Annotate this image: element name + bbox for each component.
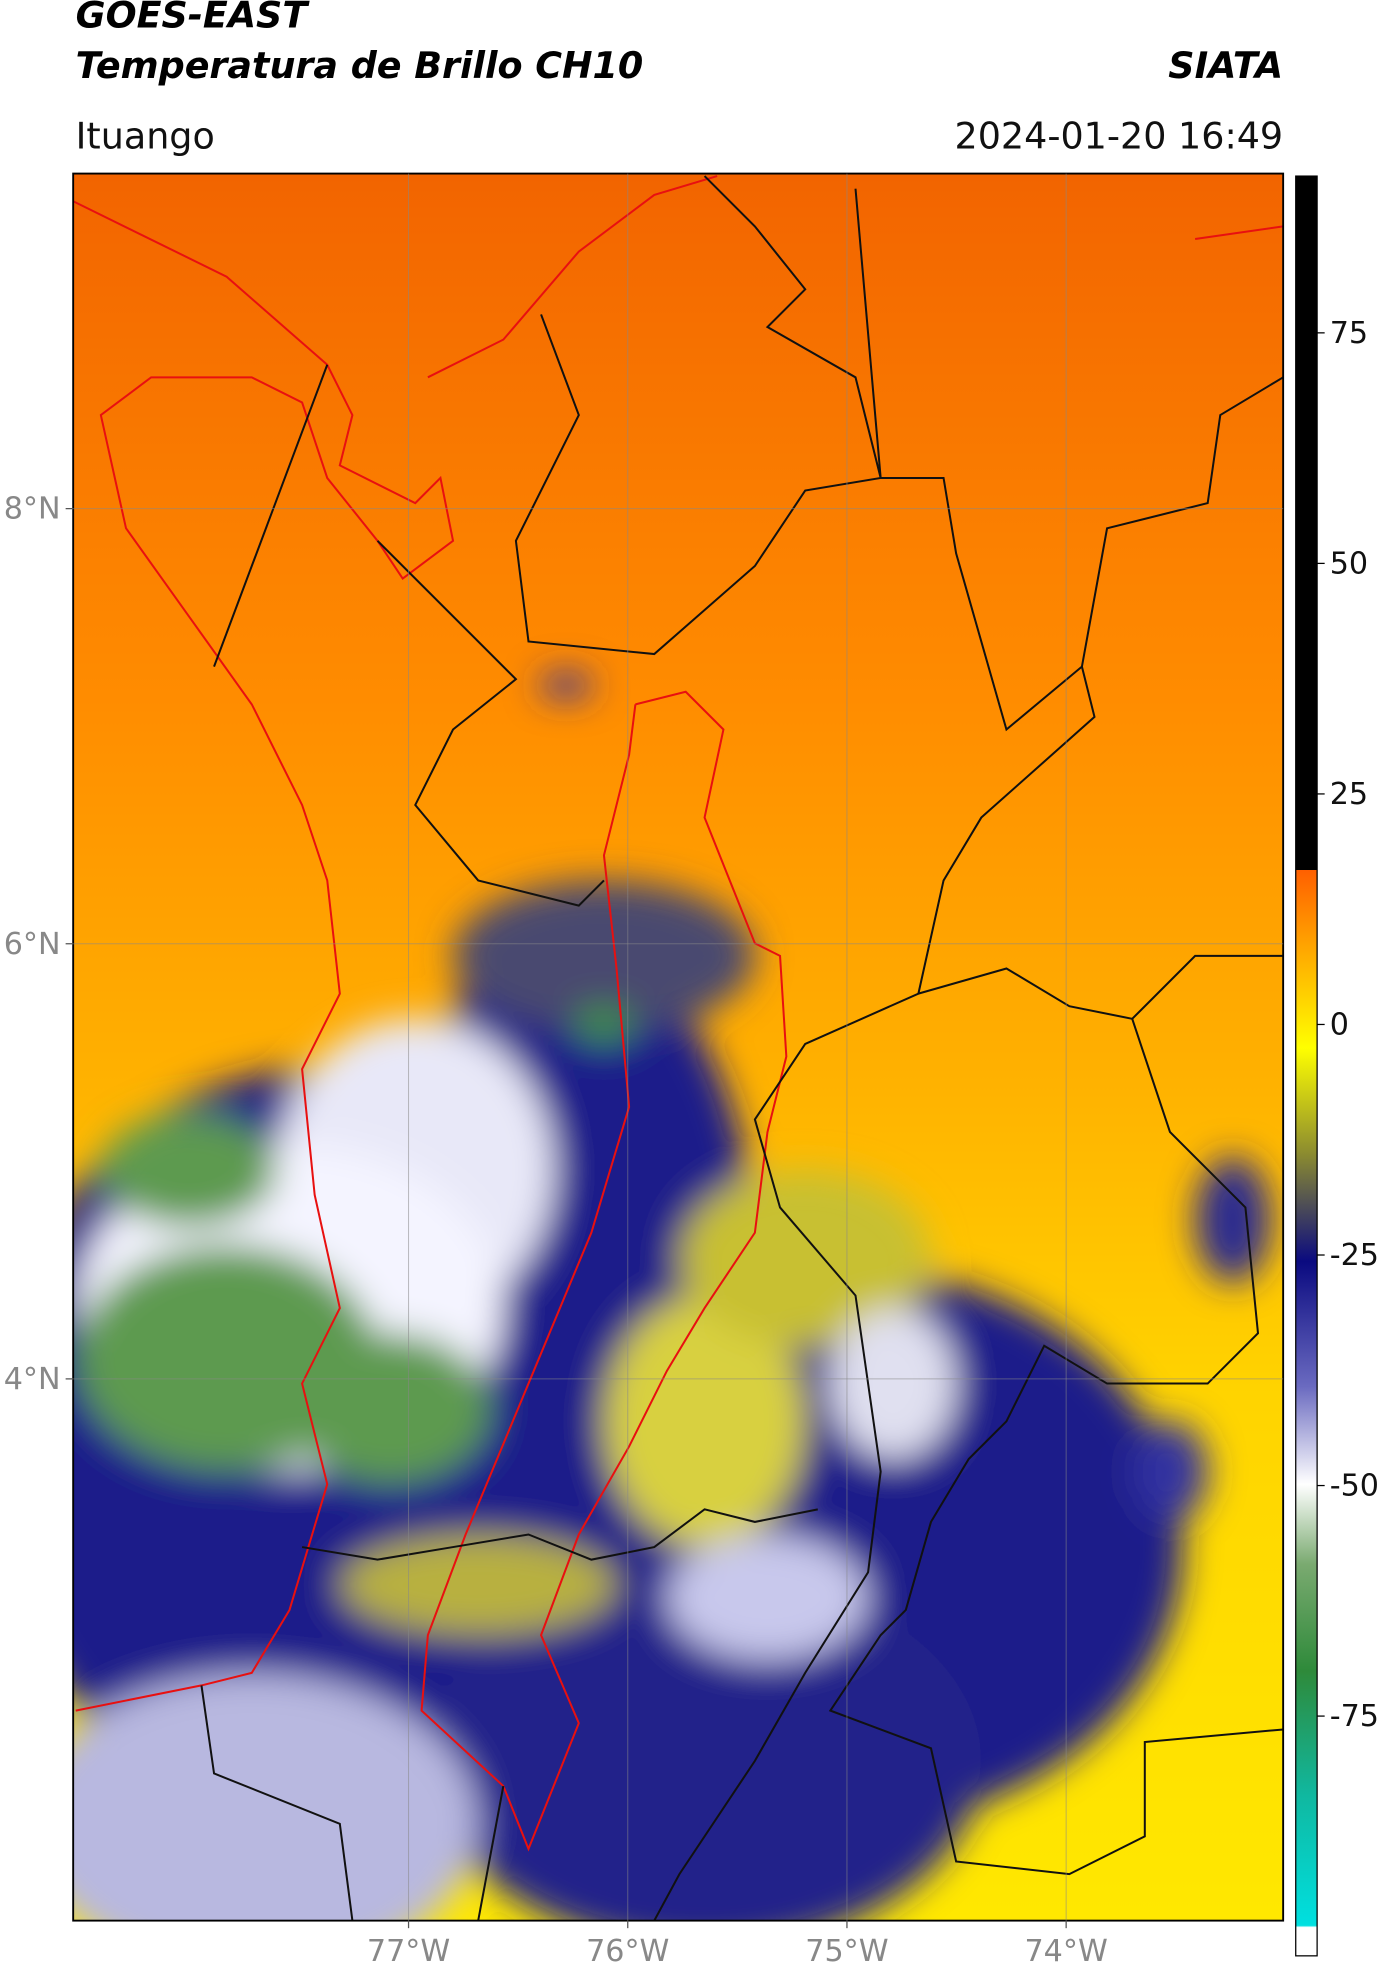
map-frame	[72, 172, 1285, 1922]
colorbar-tick-label: -75	[1330, 1699, 1379, 1734]
colorbar-tick-label: -50	[1330, 1469, 1379, 1504]
x-tick-label: 77°W	[367, 1934, 450, 1969]
colorbar-tick-label: -25	[1330, 1238, 1379, 1273]
title: GOES-EAST	[76, 0, 311, 37]
axis-ticks: 77°W 76°W 75°W 74°W 8°N 6°N 4°N	[4, 492, 1108, 1969]
timestamp: 2024-01-20 16:49	[955, 114, 1284, 157]
y-tick-label: 4°N	[4, 1362, 61, 1397]
y-tick-label: 6°N	[4, 927, 61, 962]
source: SIATA	[1168, 44, 1283, 87]
colorbar-tick-label: 75	[1330, 316, 1368, 351]
x-tick-label: 75°W	[805, 1934, 888, 1969]
x-tick-label: 74°W	[1024, 1934, 1107, 1969]
subtitle: Temperatura de Brillo CH10	[76, 44, 644, 87]
colorbar-tick-label: 0	[1330, 1008, 1349, 1043]
graticule	[73, 173, 1284, 1921]
x-tick-label: 76°W	[586, 1934, 669, 1969]
location: Ituango	[76, 114, 215, 157]
y-tick-label: 8°N	[4, 492, 61, 527]
colorbar-ticks: 75 50 25 0 -25 -50 -75	[1317, 316, 1379, 1734]
colorbar-tick-label: 50	[1330, 546, 1368, 581]
satellite-image	[73, 173, 1284, 1921]
colorbar-tick-label: 25	[1330, 777, 1368, 812]
colorbar	[1295, 175, 1318, 1957]
